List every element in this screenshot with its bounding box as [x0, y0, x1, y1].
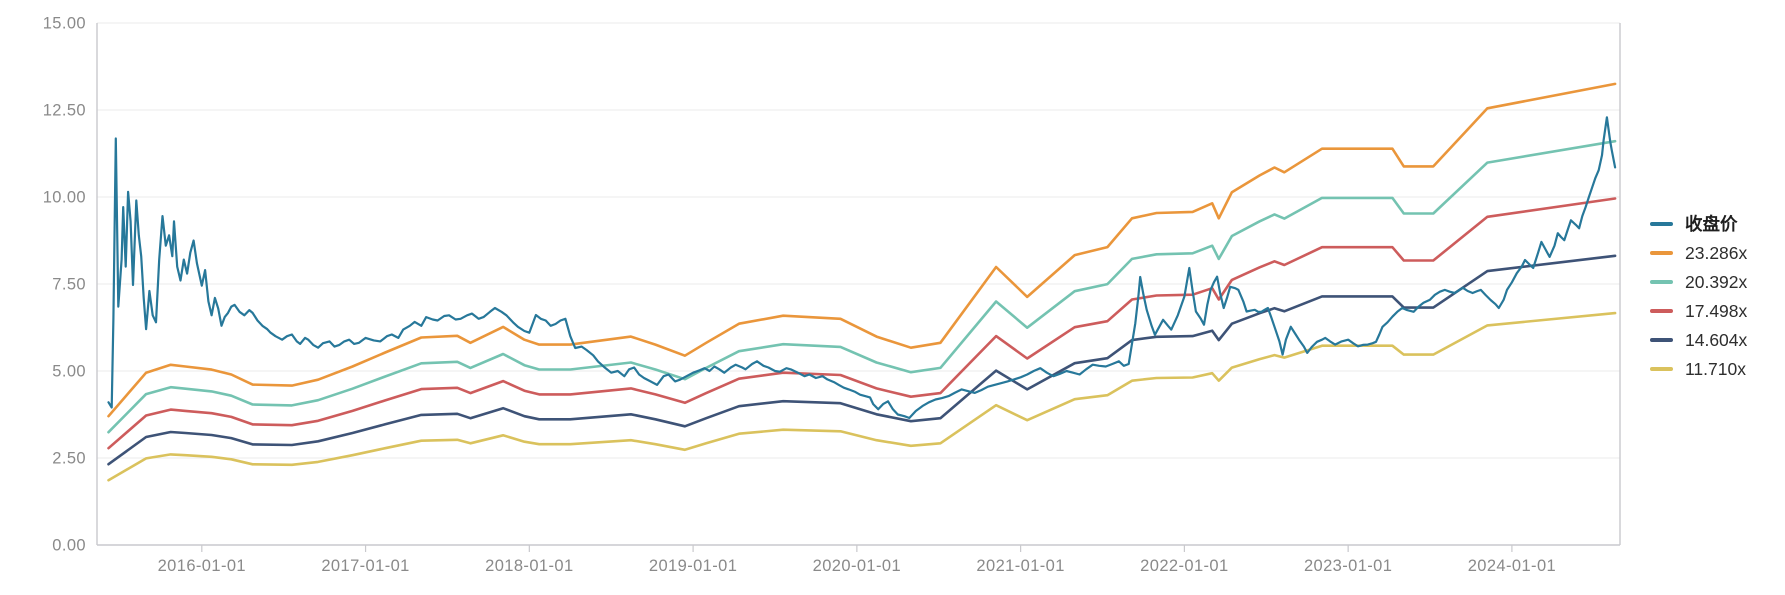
x-tick-label: 2020-01-01	[813, 557, 901, 575]
x-tick-label: 2021-01-01	[976, 557, 1064, 575]
y-axis-labels: 0.00 2.50 5.00 7.50 10.00 12.50 15.00	[43, 15, 86, 555]
legend-item-band-11-710x[interactable]: 11.710x	[1650, 359, 1747, 379]
y-tick-label: 7.50	[52, 276, 86, 294]
legend-label-band-20-392x: 20.392x	[1685, 272, 1748, 292]
legend-label-band-17-498x: 17.498x	[1685, 301, 1748, 321]
x-axis-labels: 2016-01-01 2017-01-01 2018-01-01 2019-01-01…	[158, 545, 1556, 575]
legend-item-band-23-286x[interactable]: 23.286x	[1650, 243, 1747, 263]
x-tick-label: 2016-01-01	[158, 557, 246, 575]
x-tick-label: 2022-01-01	[1140, 557, 1228, 575]
legend-swatch-band-17-498x	[1650, 309, 1673, 313]
legend-swatch-band-11-710x	[1650, 367, 1673, 371]
y-gridlines	[97, 22, 1620, 546]
legend-label-close: 收盘价	[1685, 214, 1738, 234]
y-tick-label: 0.00	[52, 537, 86, 555]
series-line-band-23-286x	[107, 82, 1617, 418]
series-line-close	[107, 116, 1617, 420]
series-line-band-11-710x	[107, 311, 1617, 482]
y-tick-label: 5.00	[52, 363, 86, 381]
series-line-band-20-392x	[107, 139, 1617, 434]
x-tick-label: 2024-01-01	[1468, 557, 1556, 575]
series-line-band-17-498x	[107, 197, 1617, 450]
x-tick-label: 2018-01-01	[485, 557, 573, 575]
x-tick-label: 2023-01-01	[1304, 557, 1392, 575]
series-line-band-14-604x	[107, 254, 1617, 466]
legend-label-band-23-286x: 23.286x	[1685, 243, 1748, 263]
y-tick-label: 2.50	[52, 450, 86, 468]
x-tick-label: 2017-01-01	[321, 557, 409, 575]
legend-item-close[interactable]: 收盘价	[1650, 214, 1747, 234]
x-tick-label: 2019-01-01	[649, 557, 737, 575]
y-tick-label: 10.00	[43, 189, 86, 207]
legend-label-band-11-710x: 11.710x	[1685, 359, 1746, 379]
legend-swatch-band-23-286x	[1650, 251, 1673, 255]
legend-item-band-20-392x[interactable]: 20.392x	[1650, 272, 1747, 292]
legend-item-band-14-604x[interactable]: 14.604x	[1650, 330, 1747, 350]
series-lines	[107, 82, 1617, 482]
legend-swatch-band-14-604x	[1650, 338, 1673, 342]
legend-item-band-17-498x[interactable]: 17.498x	[1650, 301, 1747, 321]
legend-label-band-14-604x: 14.604x	[1685, 330, 1748, 350]
y-tick-label: 15.00	[43, 15, 86, 33]
legend-swatch-close	[1650, 222, 1673, 226]
legend: 收盘价 23.286x 20.392x 17.498x 14.604x 11.7…	[1650, 214, 1747, 379]
y-tick-label: 12.50	[43, 102, 86, 120]
legend-swatch-band-20-392x	[1650, 280, 1673, 284]
